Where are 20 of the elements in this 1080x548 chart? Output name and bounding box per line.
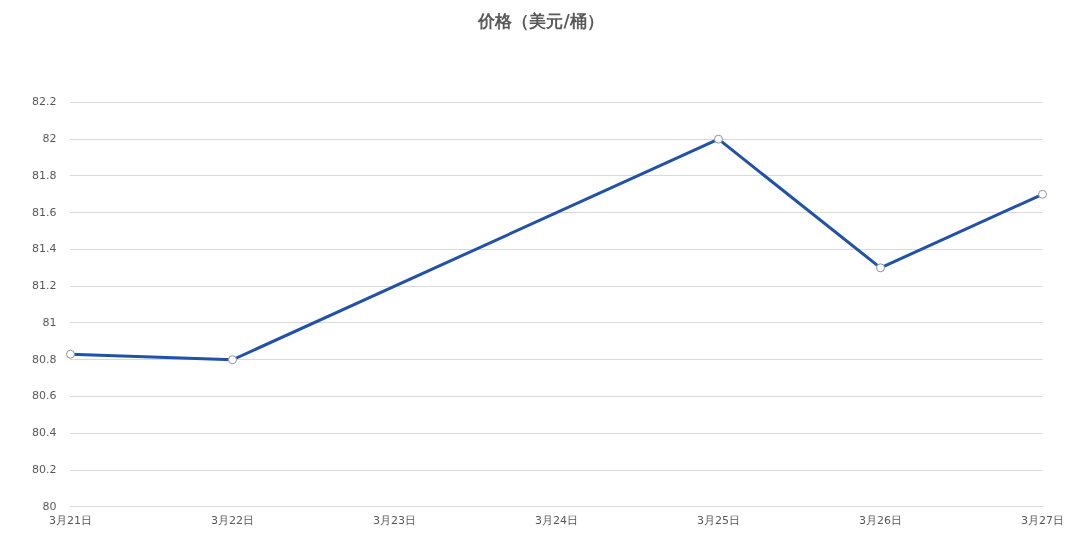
y-tick-label: 80.2 (31, 462, 57, 476)
y-tick-label: 82.2 (31, 95, 57, 109)
y-tick-label: 81.6 (31, 205, 57, 219)
y-tick-label: 81.4 (31, 242, 57, 256)
y-tick-label: 81 (42, 315, 57, 329)
x-tick-label: 3月23日 (373, 514, 416, 528)
y-tick-label: 80.8 (31, 352, 57, 366)
y-tick-label: 82 (42, 132, 57, 146)
y-tick-label: 81.2 (31, 279, 57, 293)
x-tick-label: 3月27日 (1021, 514, 1064, 528)
y-tick-label: 80.6 (31, 389, 57, 403)
x-tick-label: 3月22日 (210, 514, 254, 528)
y-tick-label: 81.8 (31, 168, 57, 182)
x-tick-label: 3月21日 (48, 514, 92, 528)
y-tick-label: 80.4 (31, 426, 57, 440)
x-tick-label: 3月24日 (535, 514, 578, 528)
x-tick-label: 3月26日 (859, 514, 902, 528)
chart-title: 价格（美元/桶） (477, 10, 604, 31)
y-tick-label: 80 (42, 499, 57, 513)
x-tick-label: 3月25日 (697, 514, 740, 528)
